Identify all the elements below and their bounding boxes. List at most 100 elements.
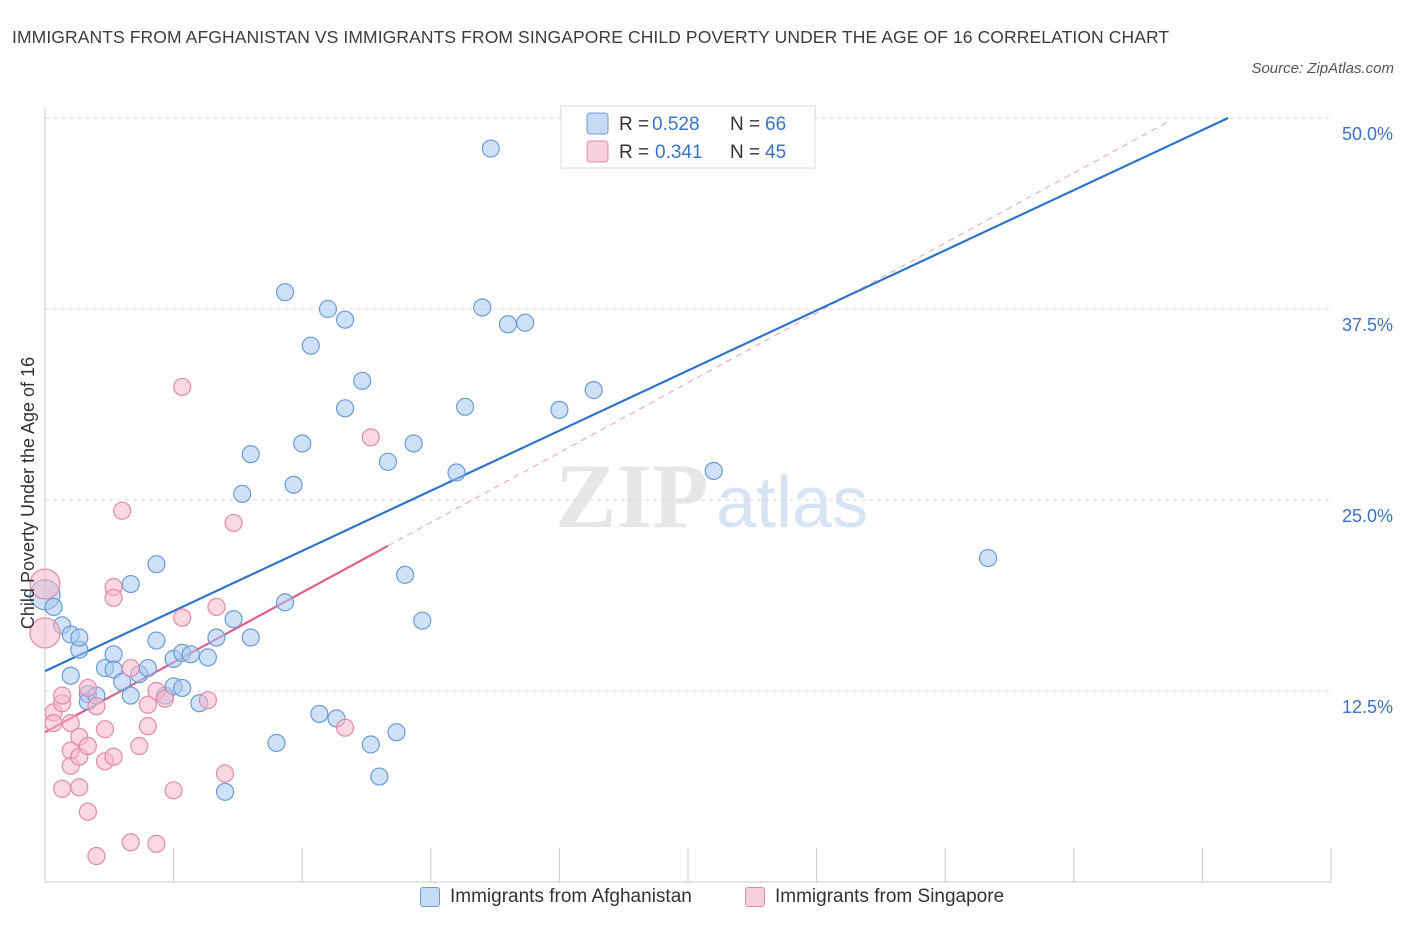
data-point-afghanistan (516, 313, 535, 332)
data-point-singapore (207, 597, 226, 617)
data-point-singapore (121, 658, 140, 678)
data-point-afghanistan (267, 733, 286, 753)
data-point-afghanistan (181, 645, 200, 664)
data-point-afghanistan (335, 399, 355, 418)
data-point-afghanistan (121, 574, 140, 594)
data-point-afghanistan (387, 723, 406, 742)
data-point-afghanistan (353, 371, 372, 390)
data-point-singapore (44, 713, 63, 733)
data-point-singapore (138, 695, 157, 714)
y-tick-label: 37.5% (1342, 315, 1393, 335)
data-point-afghanistan (138, 658, 157, 678)
data-point-singapore (121, 833, 140, 852)
legend-r-value: 0.528 (652, 114, 700, 135)
data-point-afghanistan (301, 336, 320, 355)
legend-n-label: N = (730, 114, 760, 135)
data-point-afghanistan (473, 298, 492, 317)
data-point-afghanistan (113, 672, 132, 691)
data-point-afghanistan (378, 452, 398, 471)
data-point-singapore (224, 513, 243, 533)
data-point-singapore (104, 747, 123, 766)
data-point-singapore (29, 568, 61, 600)
data-point-singapore (198, 691, 217, 710)
data-point-afghanistan (198, 648, 217, 667)
data-point-singapore (361, 428, 380, 447)
correlation-legend: R = 0.528 N = 66 R = 0.341 N = 45 (560, 105, 816, 169)
series-swatch-afghanistan (420, 887, 440, 907)
data-point-singapore (215, 764, 235, 783)
data-point-singapore (335, 718, 355, 737)
data-point-singapore (155, 689, 175, 708)
data-point-singapore (95, 720, 115, 739)
data-point-singapore (78, 678, 97, 698)
trend-line-singapore-extended (387, 121, 1169, 547)
source-label: Source: ZipAtlas.com (1251, 60, 1394, 77)
legend-n-value: 45 (765, 142, 786, 163)
y-tick-label: 12.5% (1342, 697, 1393, 717)
data-point-afghanistan (241, 628, 260, 647)
data-point-afghanistan (121, 686, 140, 705)
data-point-afghanistan (704, 461, 723, 481)
data-point-afghanistan (233, 484, 252, 503)
data-point-afghanistan (455, 397, 475, 416)
legend-r-value: 0.341 (655, 142, 703, 163)
data-point-singapore (87, 697, 106, 716)
series-legend: Immigrants from Afghanistan Immigrants f… (0, 886, 1406, 916)
data-point-afghanistan (61, 666, 80, 685)
watermark-atlas: atlas (716, 463, 868, 543)
data-point-singapore (61, 713, 80, 733)
legend-n-label: N = (730, 142, 760, 163)
data-point-singapore (173, 608, 192, 627)
data-point-afghanistan (284, 475, 303, 494)
data-point-singapore (70, 778, 89, 797)
data-point-afghanistan (215, 782, 235, 801)
data-point-afghanistan (318, 299, 338, 319)
data-point-afghanistan (173, 678, 192, 698)
y-tick-labels: 12.5% 25.0% 37.5% 50.0% (1342, 124, 1393, 717)
data-point-afghanistan (70, 628, 89, 647)
series-swatch-singapore (745, 887, 765, 907)
legend-r-label: R = (619, 142, 649, 163)
data-point-afghanistan (44, 597, 63, 617)
data-point-afghanistan (224, 610, 243, 629)
series-legend-item-afghanistan: Immigrants from Afghanistan (420, 886, 692, 908)
data-point-afghanistan (404, 434, 423, 453)
grid (45, 117, 1331, 692)
data-point-afghanistan (413, 611, 432, 630)
data-point-afghanistan (310, 704, 329, 724)
legend-r-label: R = (619, 114, 649, 135)
legend-n-value: 66 (765, 114, 786, 135)
data-point-afghanistan (447, 463, 466, 482)
data-point-afghanistan (370, 767, 389, 786)
data-point-singapore (164, 781, 183, 800)
data-points (29, 139, 998, 866)
data-point-afghanistan (104, 645, 123, 664)
data-point-singapore (138, 717, 157, 736)
series-legend-label: Immigrants from Singapore (775, 886, 1005, 907)
data-point-afghanistan (275, 593, 295, 612)
data-point-afghanistan (147, 631, 166, 650)
scatter-chart: ZIP atlas 12.5%25.0%37.5%50.0% 0.0%15.0%… (18, 105, 1393, 883)
data-point-afghanistan (978, 548, 998, 568)
data-point-singapore (104, 588, 123, 607)
data-point-afghanistan (481, 139, 500, 158)
data-point-singapore (53, 686, 72, 705)
watermark-zip: ZIP (555, 445, 708, 547)
data-point-singapore (130, 736, 149, 756)
data-point-afghanistan (275, 283, 295, 302)
data-point-afghanistan (584, 380, 603, 400)
data-point-afghanistan (335, 310, 355, 329)
data-point-singapore (173, 377, 192, 397)
data-point-afghanistan (147, 555, 166, 574)
legend-swatch-afghanistan (586, 112, 609, 135)
chart-title: IMMIGRANTS FROM AFGHANISTAN VS IMMIGRANT… (12, 27, 1170, 47)
data-point-singapore (113, 501, 132, 520)
y-axis-label: Child Poverty Under the Age of 16 (18, 357, 38, 629)
data-point-afghanistan (550, 400, 569, 419)
data-point-afghanistan (361, 735, 380, 754)
data-point-singapore (29, 617, 61, 649)
watermark: ZIP atlas (555, 445, 868, 547)
data-point-singapore (147, 834, 166, 853)
data-point-singapore (78, 802, 97, 821)
data-point-afghanistan (395, 565, 415, 584)
